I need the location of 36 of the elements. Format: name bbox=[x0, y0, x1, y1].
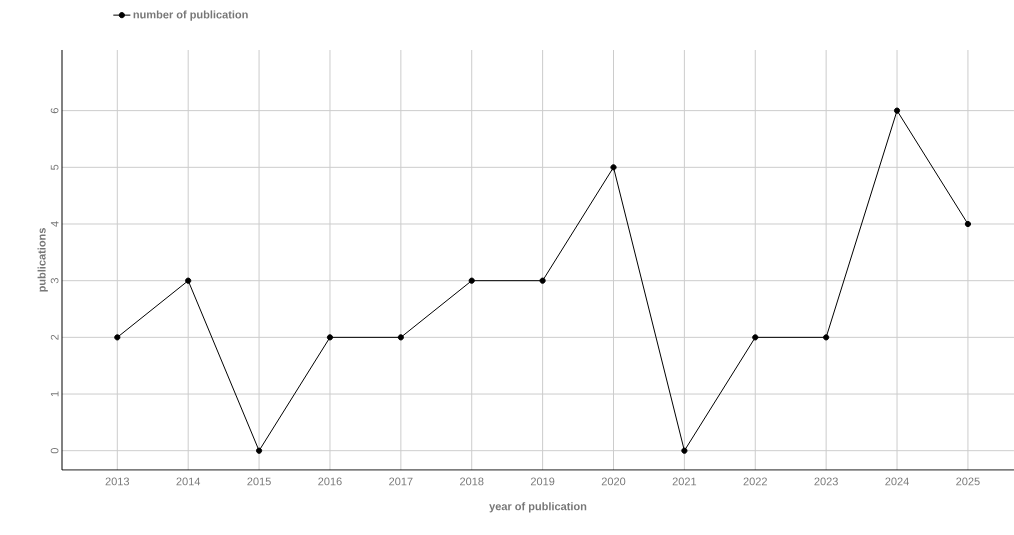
point bbox=[468, 277, 475, 284]
y-tick-label: 3 bbox=[50, 278, 59, 284]
point bbox=[255, 447, 263, 454]
x-axis-title: year of publication bbox=[489, 502, 587, 513]
y-tick-label: 5 bbox=[50, 164, 59, 170]
point bbox=[964, 220, 972, 228]
x-tick-label: 2017 bbox=[389, 477, 413, 486]
x-tick-label: 2015 bbox=[247, 477, 271, 486]
y-tick-label: 6 bbox=[50, 108, 59, 114]
x-tick-label: 2013 bbox=[105, 477, 130, 486]
x-tick-label: 2018 bbox=[460, 477, 484, 486]
point bbox=[397, 334, 404, 341]
x-tick-label: 2021 bbox=[672, 477, 697, 486]
point bbox=[752, 334, 759, 341]
x-tick-label: 2023 bbox=[814, 477, 838, 486]
y-tick-label: 4 bbox=[50, 221, 59, 227]
x-tick-label: 2014 bbox=[176, 477, 201, 486]
point bbox=[610, 164, 617, 171]
point bbox=[114, 334, 121, 341]
point bbox=[185, 277, 192, 284]
x-tick-label: 2016 bbox=[318, 477, 342, 486]
y-tick-label: 0 bbox=[50, 448, 59, 454]
x-tick-label: 2019 bbox=[530, 477, 555, 486]
point bbox=[893, 107, 901, 114]
x-tick-label: 2024 bbox=[885, 477, 909, 486]
point bbox=[823, 334, 830, 341]
y-tick-label: 1 bbox=[50, 391, 59, 397]
y-axis-title: publications bbox=[37, 228, 48, 292]
legend-label: number of publication bbox=[133, 10, 248, 21]
x-tick-label: 2020 bbox=[601, 477, 626, 486]
x-tick-label: 2025 bbox=[956, 477, 980, 486]
y-tick-label: 2 bbox=[50, 334, 59, 340]
x-tick-label: 2022 bbox=[743, 477, 767, 486]
point bbox=[326, 334, 334, 341]
point bbox=[681, 447, 688, 454]
point bbox=[539, 277, 546, 284]
